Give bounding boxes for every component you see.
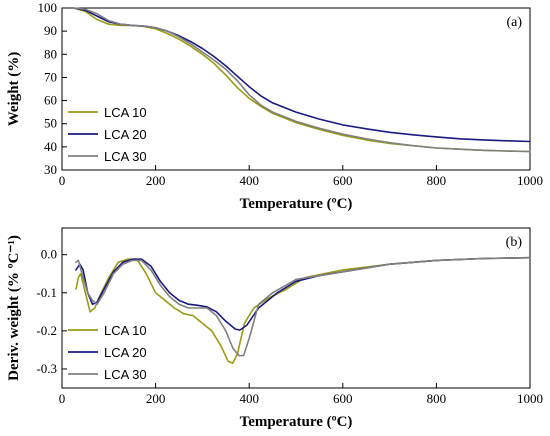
- panel-a-y-tick-label: 70: [44, 69, 57, 84]
- panel-b-x-tick-label: 1000: [517, 391, 543, 406]
- panel-b-y-tick-label: -0.2: [36, 323, 57, 338]
- panel-b-y-tick-label: 0.0: [41, 247, 57, 262]
- panel-a-x-tick-label: 400: [239, 173, 259, 188]
- panel-b-x-tick-label: 800: [427, 391, 447, 406]
- panel-a-y-tick-label: 30: [44, 162, 57, 177]
- panel-b-x-tick-label: 400: [239, 391, 259, 406]
- panel-b-legend-label: LCA 20: [104, 345, 147, 360]
- panel-a-y-tick-label: 100: [38, 0, 58, 15]
- panel-b-frame: [61, 227, 531, 389]
- panel-a-legend-label: LCA 10: [104, 105, 147, 120]
- panel-b-x-tick-label: 600: [333, 391, 353, 406]
- panel-a-x-tick-label: 200: [146, 173, 166, 188]
- panel-a-x-tick-label: 1000: [517, 173, 543, 188]
- panel-a-y-tick-label: 60: [44, 93, 57, 108]
- panel-b-label: (b): [506, 235, 523, 250]
- panel-a-series-line-lca-30: [72, 7, 531, 153]
- panel-b-legend-label: LCA 30: [104, 367, 147, 382]
- panel-a-y-tick-label: 50: [44, 116, 57, 131]
- panel-b-y-axis-title: Deriv. weight (% ºC⁻¹): [6, 235, 22, 381]
- panel-a-x-tick-label: 600: [333, 173, 353, 188]
- panel-a-label: (a): [506, 15, 522, 30]
- panel-a-y-axis-title: Weight (%): [6, 52, 22, 127]
- panel-a-legend-label: LCA 20: [104, 127, 147, 142]
- panel-a-frame: [61, 7, 531, 171]
- panel-b-series-line-lca-30: [75, 256, 531, 357]
- panel-a-y-tick-label: 40: [44, 139, 57, 154]
- panel-a-series-line-lca-20: [72, 7, 531, 143]
- panel-b-series-line-lca-20: [75, 256, 531, 331]
- panel-b-legend-label: LCA 10: [104, 323, 147, 338]
- panel-a-legend-label: LCA 30: [104, 149, 147, 164]
- panel-a-y-tick-label: 80: [44, 46, 57, 61]
- panel-b-y-tick-label: -0.3: [36, 361, 57, 376]
- panel-a-x-tick-label: 800: [427, 173, 447, 188]
- panel-a-y-tick-label: 90: [44, 23, 57, 38]
- panel-b-y-tick-label: -0.1: [36, 285, 57, 300]
- panel-a-x-tick-label: 0: [59, 173, 66, 188]
- panel-b-x-tick-label: 0: [59, 391, 66, 406]
- panel-b-x-axis-title: Temperature (ºC): [240, 414, 353, 430]
- panel-b-x-tick-label: 200: [146, 391, 166, 406]
- panel-a-x-axis-title: Temperature (ºC): [240, 196, 353, 212]
